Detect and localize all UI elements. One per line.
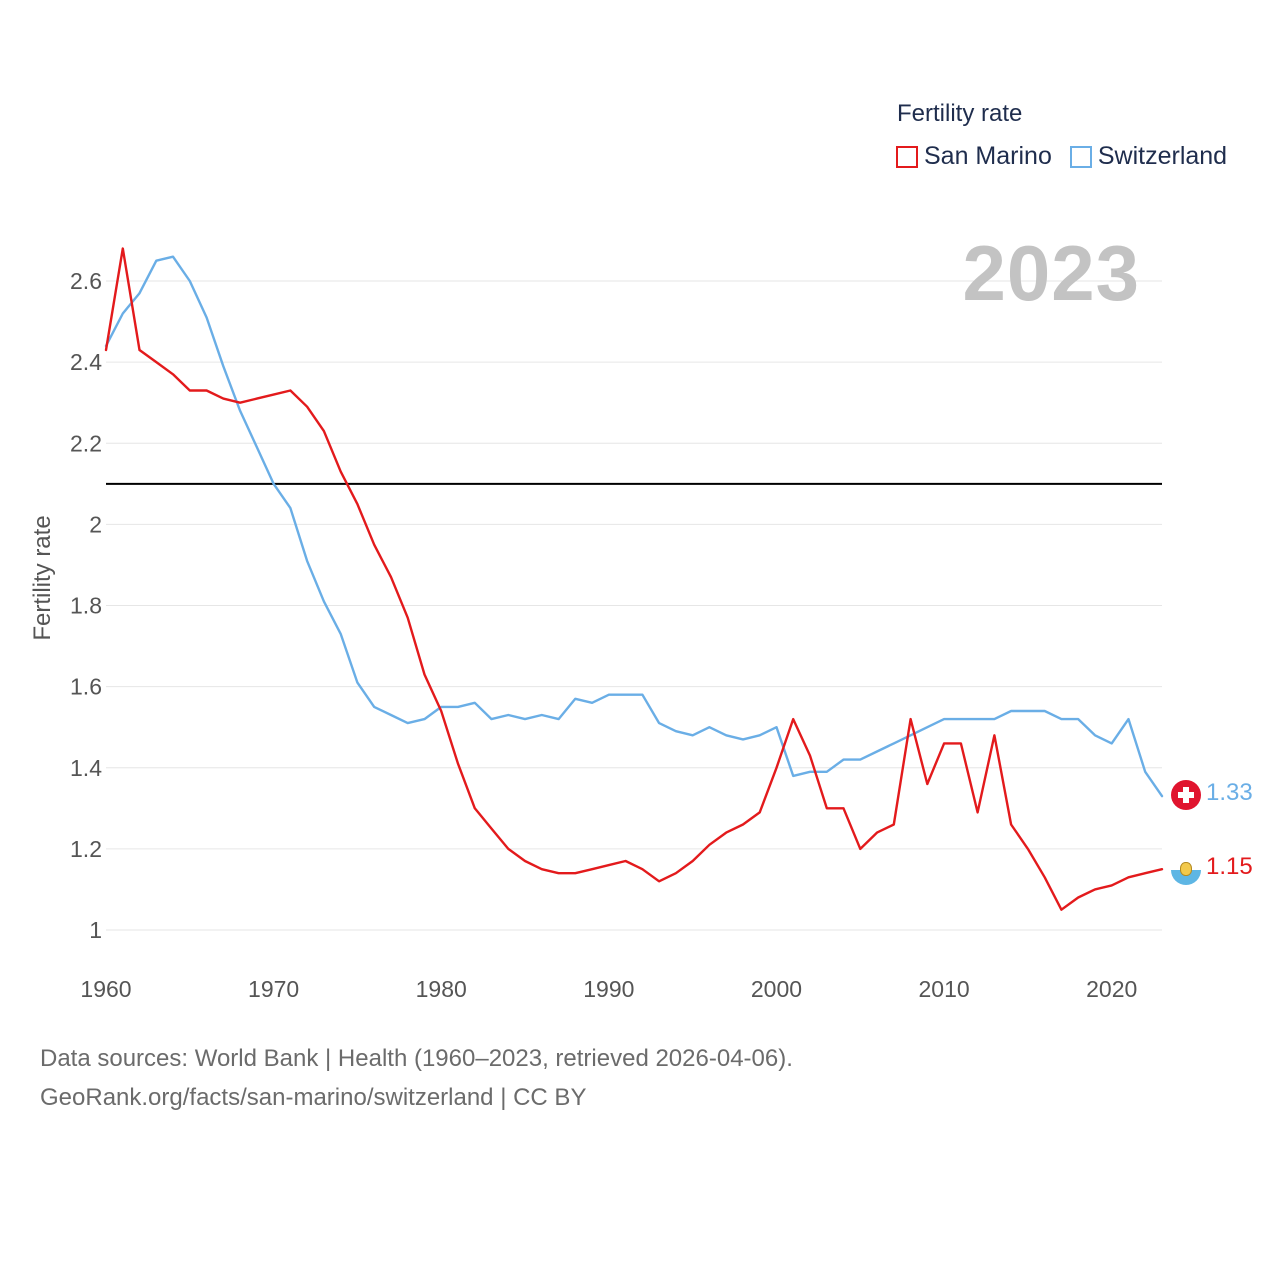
- y-tick-label: 1.4: [70, 755, 102, 781]
- source-line-1: Data sources: World Bank | Health (1960–…: [40, 1045, 793, 1072]
- x-tick-label: 2010: [919, 976, 970, 1002]
- legend-swatch-san-marino: [896, 145, 918, 168]
- source-line-2[interactable]: GeoRank.org/facts/san-marino/switzerland…: [40, 1084, 587, 1111]
- series-line-san-marino: [104, 247, 1164, 911]
- x-tick-label: 1980: [416, 976, 467, 1002]
- y-tick-label: 1.2: [70, 836, 102, 862]
- end-label-switzerland: 1.33: [1206, 779, 1253, 806]
- y-tick-label: 2: [89, 511, 102, 537]
- y-tick-label: 1: [89, 917, 102, 943]
- grid: [106, 280, 1162, 931]
- legend-label-san-marino: San Marino: [924, 142, 1052, 170]
- legend-item-switzerland[interactable]: Switzerland: [1069, 142, 1228, 171]
- x-tick-label: 2020: [1086, 976, 1137, 1002]
- end-label-san-marino: 1.15: [1206, 853, 1253, 880]
- swiss-flag-icon: [1171, 780, 1201, 810]
- year-display: 2023: [962, 229, 1140, 317]
- legend-label-switzerland: Switzerland: [1097, 142, 1228, 170]
- x-tick-label: 1960: [80, 976, 131, 1002]
- y-tick-label: 2.2: [70, 430, 102, 456]
- y-tick-label: 1.8: [70, 593, 102, 619]
- series-line-switzerland: [104, 255, 1164, 798]
- series-group: [104, 247, 1164, 911]
- x-tick-label: 1990: [583, 976, 634, 1002]
- x-tick-label: 2000: [751, 976, 802, 1002]
- san-marino-flag-icon: [1171, 855, 1201, 885]
- y-axis-title: Fertility rate: [29, 515, 56, 641]
- legend-item-san-marino[interactable]: San Marino: [896, 142, 1052, 171]
- legend: San Marino Switzerland: [896, 142, 1245, 171]
- y-tick-label: 2.4: [70, 349, 102, 375]
- y-tick-label: 2.6: [70, 268, 102, 294]
- x-tick-label: 1970: [248, 976, 299, 1002]
- legend-swatch-switzerland: [1069, 145, 1092, 168]
- legend-title: Fertility rate: [897, 100, 1023, 127]
- y-tick-label: 1.6: [70, 674, 102, 700]
- axis-labels: 1 1.2 1.4 1.6 1.8 2 2.2 2.4 2.6 1960 1970 1980 1990 2…: [70, 268, 1137, 1002]
